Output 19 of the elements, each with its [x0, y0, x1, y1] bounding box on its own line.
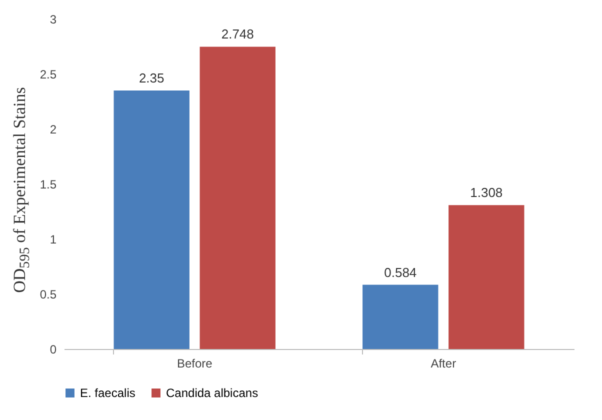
- y-tick-label: 1.5: [40, 178, 57, 192]
- x-tick-label: Before: [176, 356, 213, 370]
- data-label: 2.35: [138, 70, 164, 86]
- y-tick-label: 0.5: [40, 288, 57, 302]
- bar: [114, 90, 190, 349]
- data-label: 0.584: [384, 264, 417, 280]
- y-tick-label: 3: [50, 12, 57, 26]
- data-label: 1.308: [470, 185, 503, 200]
- bar: [200, 46, 276, 349]
- x-tick-label: After: [430, 356, 456, 370]
- bar: [362, 284, 438, 349]
- y-tick-label: 2.5: [40, 68, 57, 82]
- y-tick-label: 1: [50, 232, 57, 246]
- bar: [448, 205, 524, 349]
- y-tick-label: 0: [50, 342, 57, 356]
- y-tick-label: 2: [50, 122, 57, 136]
- legend-label: E. faecalis: [80, 386, 136, 400]
- data-label: 2.748: [221, 26, 254, 42]
- legend-label: Candida albicans: [166, 386, 258, 400]
